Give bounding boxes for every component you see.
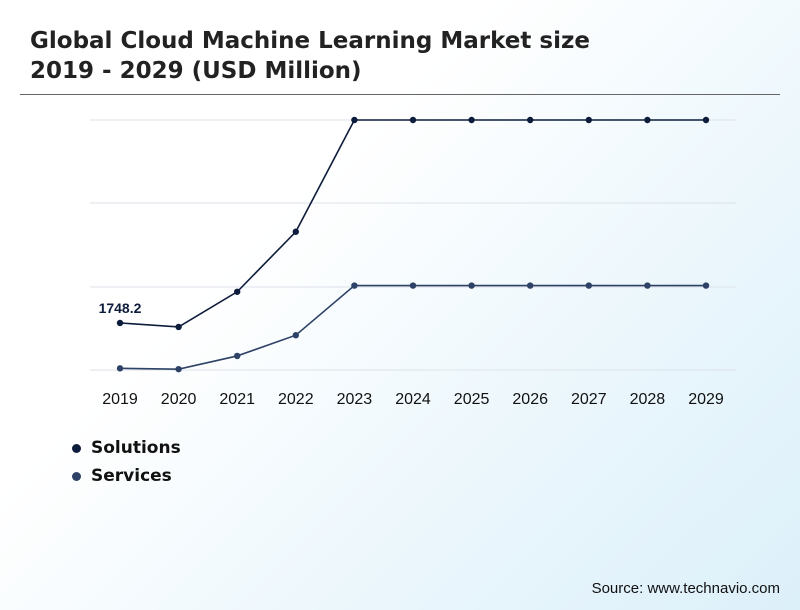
legend-label-solutions: Solutions [91,438,181,458]
data-point-services-2019 [116,365,124,372]
chart-title-line-1: Global Cloud Machine Learning Market siz… [30,28,590,54]
data-point-solutions-2028 [644,116,651,124]
data-point-services-2026 [527,282,534,289]
x-tick-label-2027: 2027 [571,391,607,408]
legend-label-services: Services [91,466,172,486]
legend-item-solutions[interactable]: Solutions [72,434,181,462]
data-point-services-2027 [585,282,592,289]
legend-swatch-solutions [72,443,81,453]
legend: Solutions Services [72,434,181,490]
chart-title: Global Cloud Machine Learning Market siz… [30,26,590,86]
data-point-services-2021 [234,352,241,360]
data-point-solutions-2020 [175,323,182,331]
data-point-solutions-2019 [116,319,124,327]
data-point-solutions-2025 [468,116,475,124]
chart-title-line-2: 2019 - 2029 (USD Million) [30,58,362,84]
source-credit: Source: www.technavio.com [591,580,780,597]
x-tick-label-2025: 2025 [454,391,490,408]
x-tick-label-2026: 2026 [512,391,548,408]
data-point-services-2029 [702,282,710,289]
x-tick-label-2020: 2020 [161,391,197,408]
data-point-solutions-2022 [292,228,299,235]
data-point-services-2028 [644,282,651,289]
data-point-services-2023 [351,282,358,289]
data-point-solutions-2029 [702,116,710,124]
x-tick-label-2022: 2022 [278,391,314,408]
data-point-solutions-2021 [234,288,241,295]
legend-item-services[interactable]: Services [72,462,181,490]
data-point-services-2025 [468,282,475,289]
data-point-services-2024 [409,282,417,289]
title-divider [20,94,780,95]
data-point-solutions-2024 [409,116,417,124]
x-tick-label-2029: 2029 [688,391,724,408]
data-point-solutions-2023 [351,116,358,124]
x-tick-label-2028: 2028 [630,391,666,408]
x-tick-label-2024: 2024 [395,391,431,408]
data-point-services-2022 [292,332,299,339]
data-label-solutions-2019: 1748.2 [99,300,142,316]
x-tick-label-2019: 2019 [102,391,138,408]
series-line-solutions [119,119,706,328]
data-point-services-2020 [175,365,182,373]
legend-swatch-services [72,471,81,481]
series-line-services [119,284,706,370]
x-tick-label-2021: 2021 [219,391,255,408]
data-point-solutions-2027 [585,116,592,124]
data-point-solutions-2026 [527,116,534,124]
x-tick-label-2023: 2023 [337,391,373,408]
